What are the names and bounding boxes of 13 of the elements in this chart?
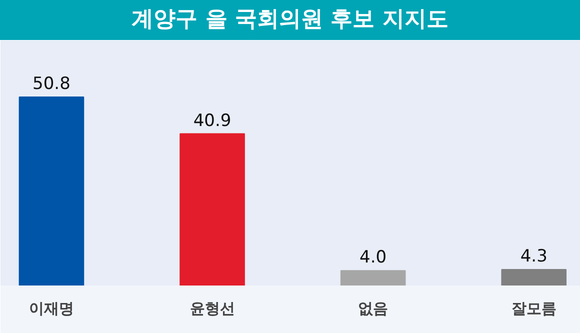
- bar: [180, 133, 245, 286]
- x-tick-label: 없음: [358, 300, 388, 318]
- bar: [18, 96, 84, 286]
- data-label: 40.9: [193, 110, 232, 131]
- chart-title: 계양구 을 국회의원 후보 지지도: [132, 6, 448, 34]
- bar: [340, 270, 406, 286]
- data-label: 4.0: [360, 248, 387, 268]
- data-label: 50.8: [32, 74, 70, 94]
- data-label: 4.3: [520, 246, 548, 267]
- x-tick-label: 윤형선: [190, 300, 235, 318]
- bar: [501, 269, 567, 286]
- x-tick-label: 이재명: [28, 300, 74, 318]
- x-tick-label: 잘모름: [511, 300, 556, 318]
